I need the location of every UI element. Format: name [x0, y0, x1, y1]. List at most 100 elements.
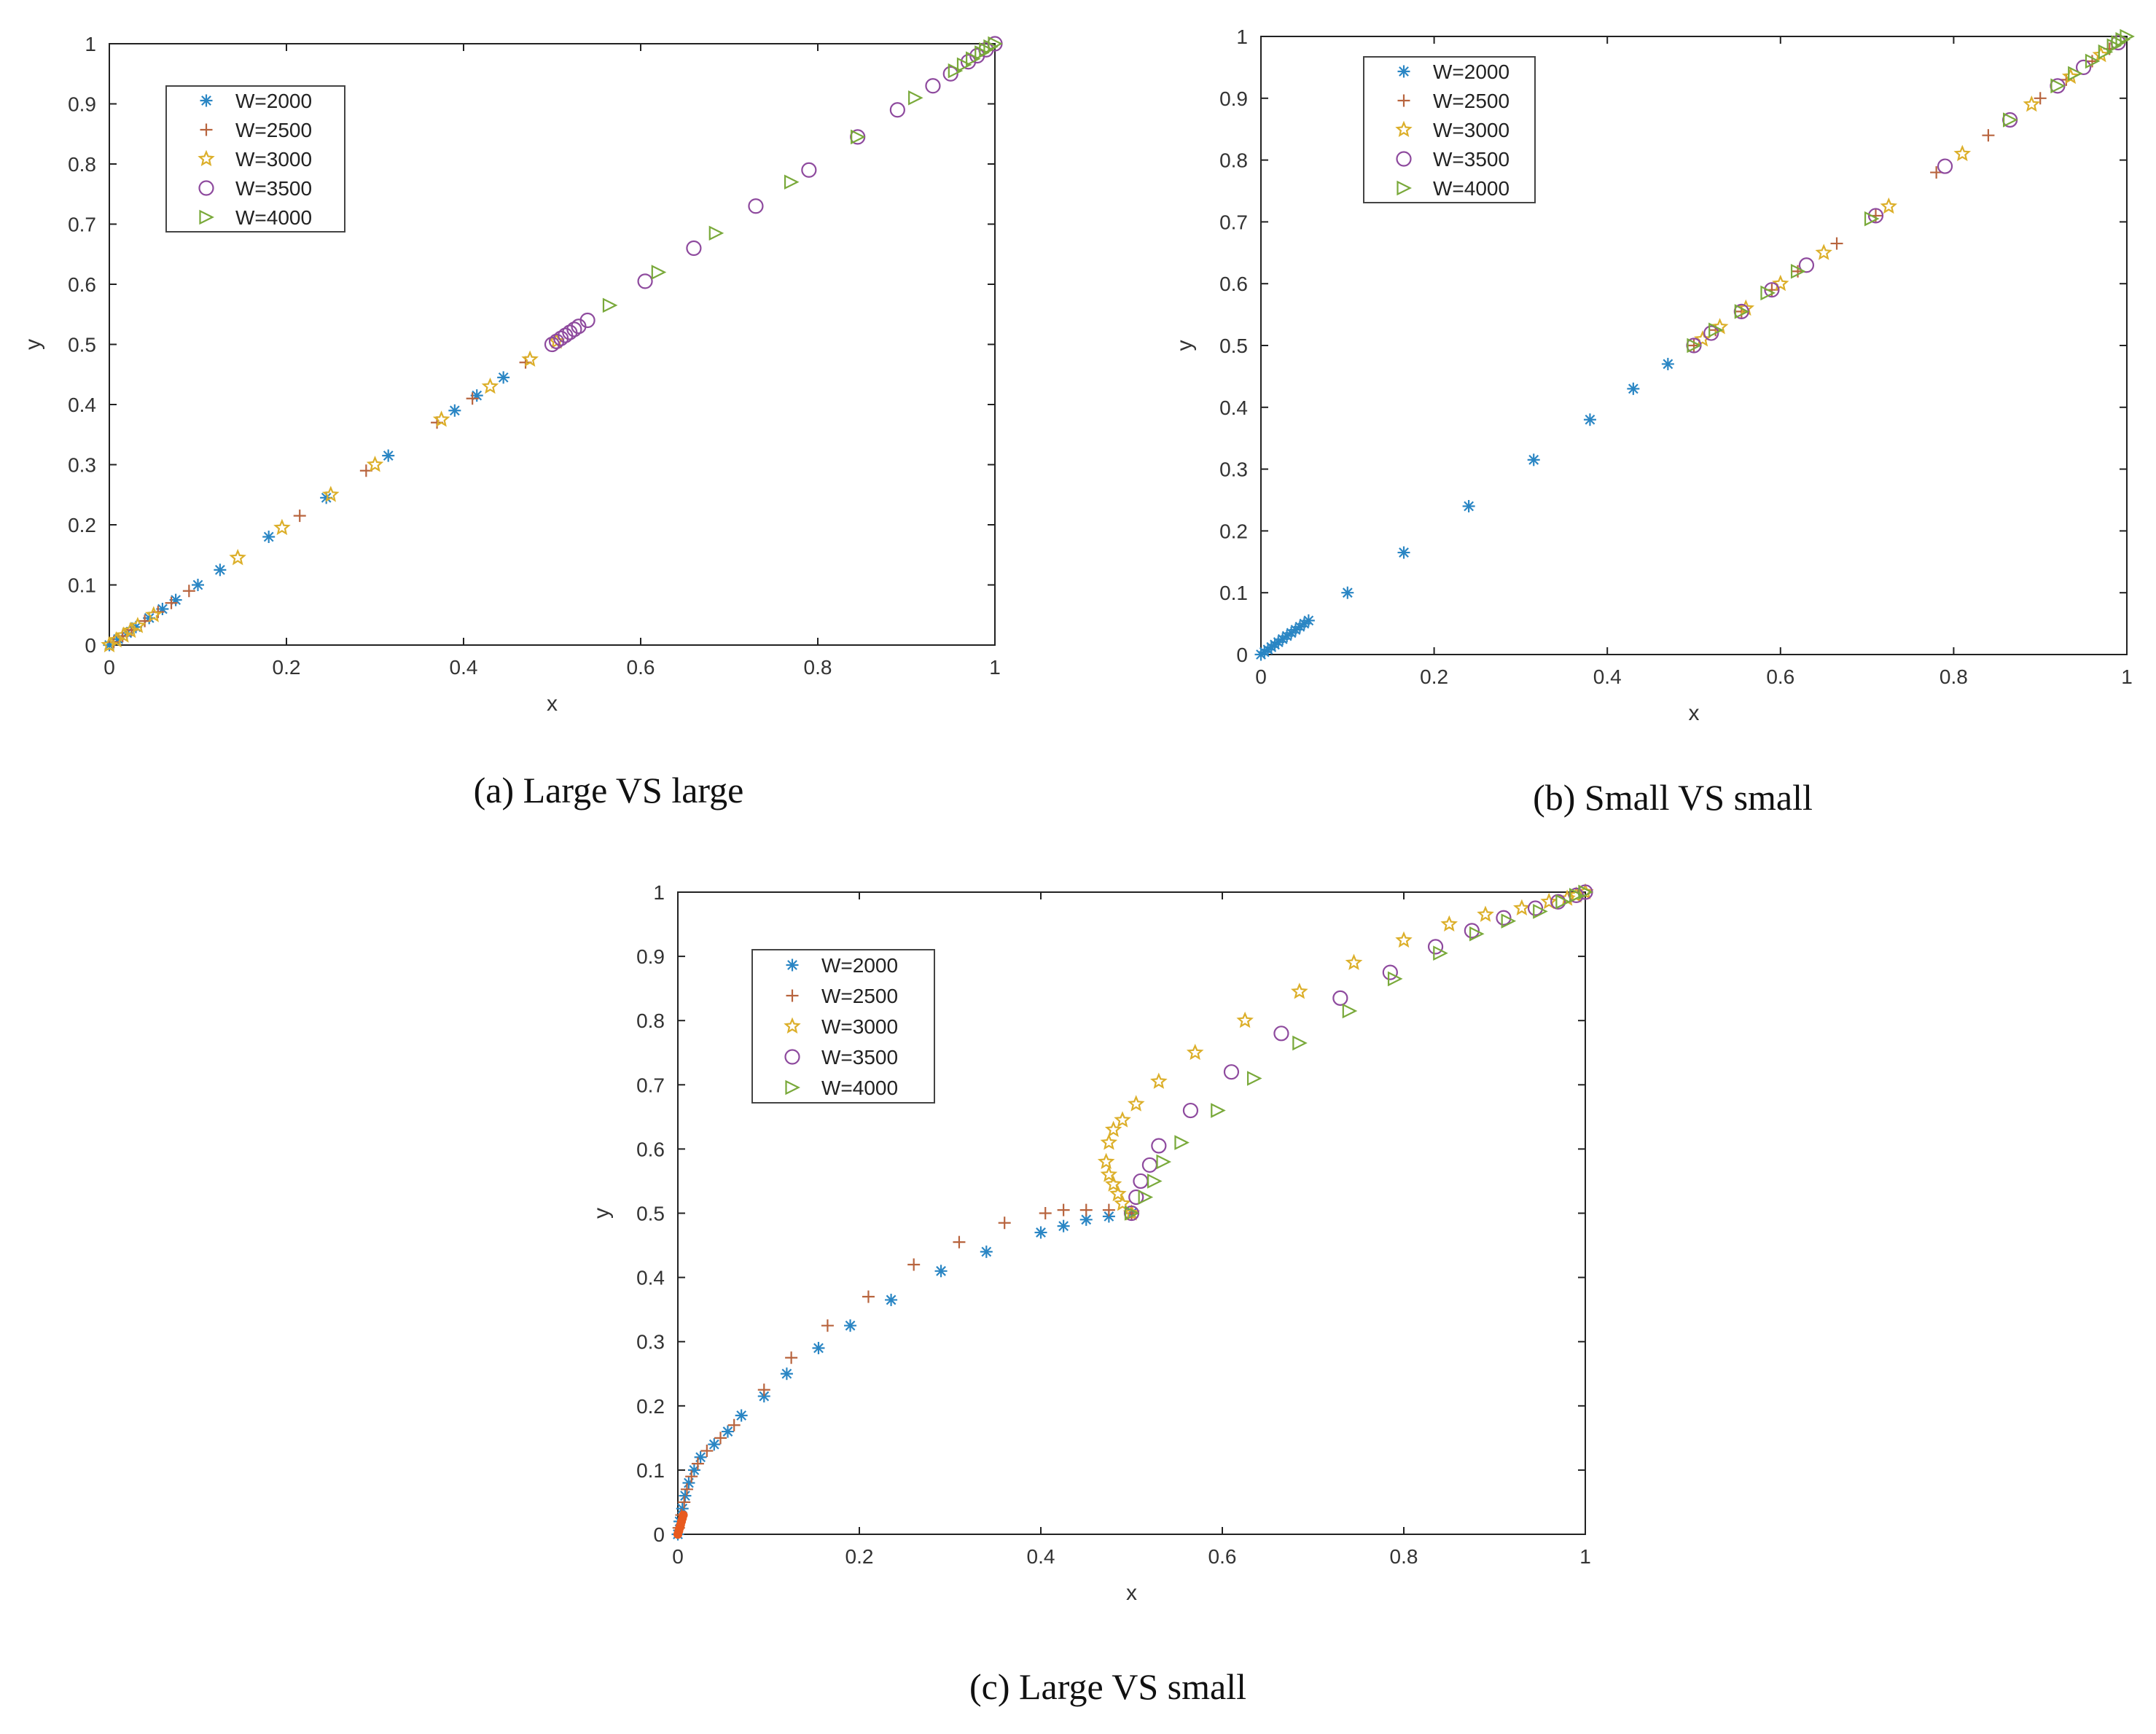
point-W=3000	[122, 621, 139, 638]
y-tick-label: 0.9	[68, 93, 96, 116]
point-W=3000	[432, 410, 450, 427]
point-W=2000	[1661, 357, 1674, 370]
point-W=3500	[1182, 1102, 1199, 1119]
y-tick-label: 0.4	[636, 1267, 665, 1289]
data-points-b	[1254, 28, 2135, 661]
point-W=2000	[262, 531, 276, 543]
legend-marker-W=4000	[199, 209, 214, 225]
point-W=2500	[700, 1444, 714, 1457]
y-tick-label: 0.1	[68, 574, 96, 597]
point-W=3500	[1427, 939, 1444, 955]
point-W=4000	[966, 51, 981, 66]
point-W=2000	[1057, 1219, 1070, 1233]
point-W=4000	[1174, 1135, 1190, 1150]
point-W=4000	[2106, 38, 2122, 53]
data-points-a	[101, 36, 1003, 653]
legend-marker-W=3000	[1395, 120, 1413, 138]
point-W=2500	[2034, 92, 2047, 105]
point-W=2000	[812, 1342, 825, 1355]
point-W=2500	[785, 1351, 798, 1364]
point-W=4000	[1292, 1035, 1308, 1051]
legend-marker-W=2500	[786, 989, 799, 1002]
point-W=2500	[1057, 1203, 1070, 1216]
y-tick-label: 0.3	[636, 1331, 665, 1354]
point-W=3500	[1764, 282, 1780, 298]
legend-box	[751, 949, 935, 1104]
legend-label: W=2000	[1433, 60, 1509, 83]
y-tick-label: 0.5	[1219, 335, 1248, 357]
legend-label: W=4000	[1433, 177, 1509, 200]
point-W=4000	[2098, 44, 2114, 60]
point-W=3500	[748, 198, 764, 214]
point-W=2000	[1527, 453, 1540, 466]
point-W=4000	[2068, 66, 2083, 82]
point-W=3500	[1937, 158, 1953, 174]
y-tick-label: 0.1	[636, 1459, 665, 1482]
point-W=3000	[1104, 1120, 1122, 1138]
point-W=3500	[566, 321, 582, 337]
point-W=4000	[1760, 285, 1776, 301]
legend-label: W=2500	[821, 985, 898, 1007]
point-W=3500	[942, 66, 958, 82]
point-W=4000	[1433, 945, 1448, 961]
point-W=2500	[685, 1470, 698, 1483]
point-W=4000	[1790, 263, 1806, 279]
legend-marker-W=3500	[198, 180, 214, 196]
point-W=4000	[1124, 1206, 1140, 1221]
point-W=3000	[366, 456, 384, 472]
point-W=4000	[1687, 337, 1702, 354]
point-W=2500	[953, 1235, 966, 1249]
point-W=2500	[1039, 1207, 1052, 1219]
point-W=3000	[2092, 46, 2110, 63]
point-W=2500	[680, 1483, 693, 1496]
x-tick-label: 0.8	[804, 656, 832, 679]
point-W=3000	[101, 636, 118, 653]
y-tick-label: 0.5	[68, 334, 96, 356]
point-W=2000	[1079, 1213, 1093, 1226]
legend-marker-W=3000	[198, 149, 215, 167]
point-W=3500	[1703, 325, 1719, 341]
point-W=3000	[1100, 1165, 1118, 1182]
legend-label: W=3000	[1433, 119, 1509, 141]
legend-label: W=4000	[235, 206, 312, 229]
x-tick-label: 0.6	[1766, 665, 1794, 688]
point-W=4000	[956, 57, 972, 73]
legend-label: W=2000	[235, 90, 312, 112]
point-W=2500	[727, 1418, 741, 1432]
y-tick-label: 0.5	[636, 1203, 665, 1225]
y-tick-label: 1	[85, 33, 96, 55]
point-W=2000	[735, 1409, 748, 1422]
point-W=2000	[844, 1319, 857, 1332]
point-W=2000	[382, 449, 395, 462]
point-W=3500	[801, 162, 817, 178]
point-W=3000	[1880, 197, 1897, 214]
point-W=3500	[925, 78, 941, 94]
point-W=3000	[1150, 1072, 1168, 1089]
point-W=4000	[1469, 926, 1485, 942]
point-W=2500	[757, 1383, 770, 1397]
point-W=2000	[448, 404, 461, 417]
point-W=3500	[1550, 894, 1566, 910]
point-W=4000	[1342, 1003, 1358, 1019]
point-W=2000	[934, 1265, 948, 1278]
point-W=3500	[686, 240, 702, 257]
point-W=3000	[1737, 299, 1755, 316]
point-W=3000	[321, 485, 340, 502]
x-tick-label: 0.8	[1940, 665, 1968, 688]
point-W=2000	[1627, 382, 1640, 395]
legend-marker-W=2000	[786, 958, 799, 972]
x-tick-label: 0	[103, 656, 115, 679]
point-W=3000	[144, 606, 163, 622]
point-W=4000	[2120, 28, 2135, 44]
point-W=3500	[1133, 1173, 1149, 1190]
y-tick-label: 0.9	[1219, 87, 1248, 110]
point-W=3500	[1273, 1026, 1289, 1042]
legend-marker-W=2500	[1397, 94, 1410, 107]
x-tick-label: 0.2	[845, 1545, 874, 1568]
y-tick-label: 0	[85, 634, 96, 657]
x-axis-label: x	[1689, 701, 1700, 725]
point-W=3500	[1867, 208, 1884, 224]
legend-marker-W=4000	[785, 1079, 800, 1096]
legend-marker-W=4000	[1397, 180, 1412, 196]
